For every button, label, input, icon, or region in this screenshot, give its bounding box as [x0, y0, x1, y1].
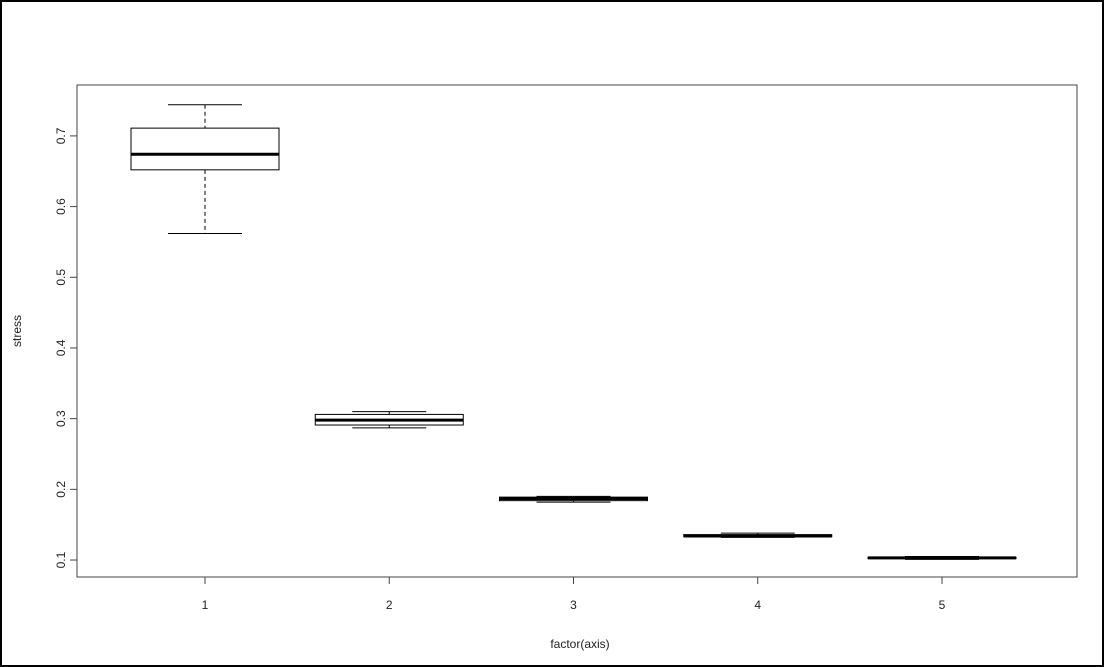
- chart: factor(axis) stress 0.1 0.2 0.3 0.4 0.5 0.6 0.…: [0, 0, 1104, 667]
- x-tick-label: 2: [386, 598, 393, 612]
- x-tick-label: 1: [202, 598, 209, 612]
- x-tick-label: 5: [939, 598, 946, 612]
- x-axis-label: factor(axis): [550, 637, 609, 651]
- y-axis-label: stress: [10, 315, 24, 347]
- y-tick-label: 0.1: [54, 551, 68, 568]
- frame: [1, 1, 1103, 666]
- y-tick-label: 0.5: [54, 269, 68, 286]
- x-tick-label: 3: [570, 598, 577, 612]
- y-tick-label: 0.6: [54, 198, 68, 215]
- x-tick-label: 4: [754, 598, 761, 612]
- y-tick-label: 0.7: [54, 127, 68, 144]
- y-tick-label: 0.4: [54, 339, 68, 356]
- y-tick-label: 0.2: [54, 481, 68, 498]
- box: [131, 128, 279, 170]
- y-tick-label: 0.3: [54, 410, 68, 427]
